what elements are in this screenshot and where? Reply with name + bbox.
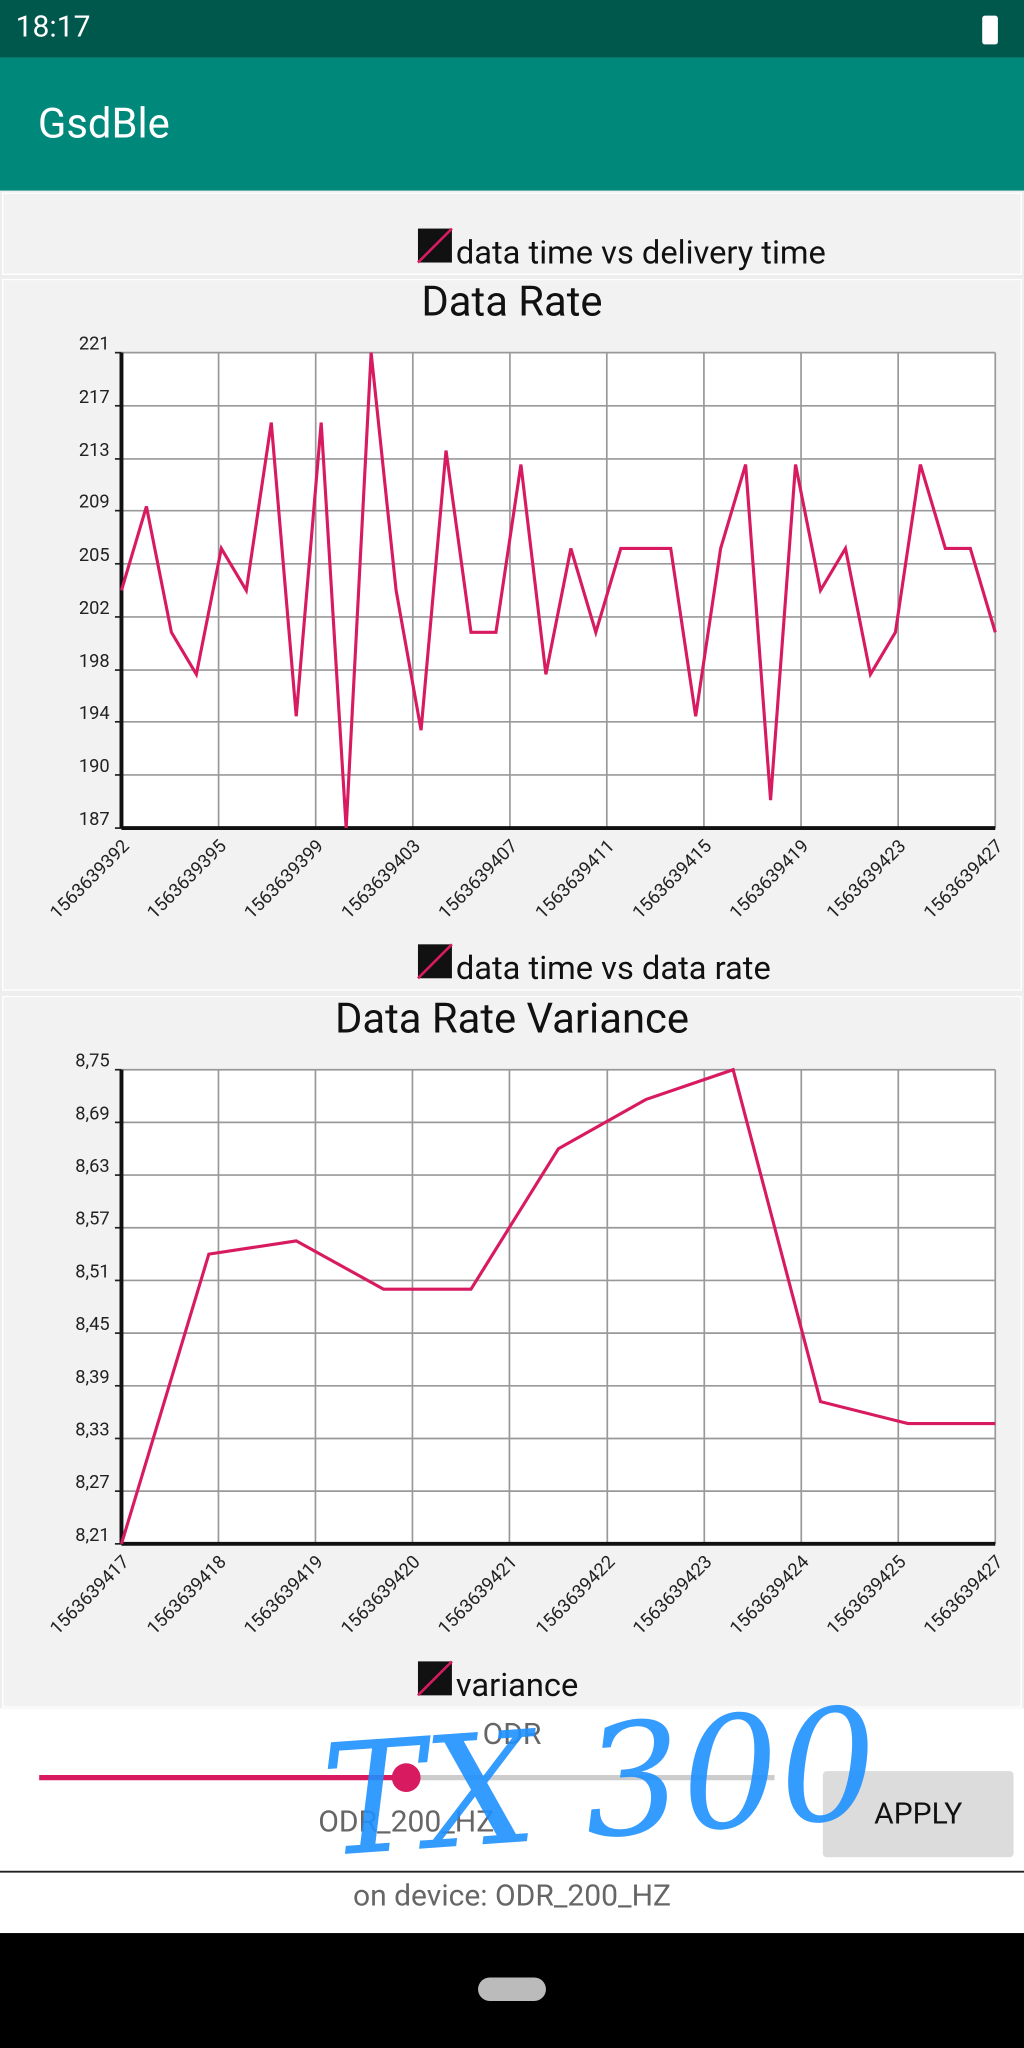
slider-label: ODR <box>483 1717 542 1752</box>
app-bar <box>0 57 1024 191</box>
apply-button-label: APPLY <box>874 1796 962 1831</box>
y-tick-label: 8,27 <box>75 1472 109 1493</box>
y-tick-label: 8,57 <box>75 1209 109 1230</box>
y-tick-label: 202 <box>79 598 110 619</box>
y-tick-label: 190 <box>79 756 110 777</box>
handwritten-note: TX 300 <box>317 1675 884 1892</box>
legend-stroke <box>417 1660 453 1697</box>
app-title: GsdBle <box>38 100 170 149</box>
y-tick-label: 8,33 <box>75 1419 109 1440</box>
y-tick-label: 8,51 <box>75 1261 109 1282</box>
y-tick-label: 8,21 <box>75 1525 109 1546</box>
y-tick-label: 213 <box>79 440 110 461</box>
y-tick-label: 217 <box>79 387 110 408</box>
y-tick-label: 221 <box>79 334 110 355</box>
battery-icon <box>982 15 998 45</box>
y-tick-label: 198 <box>79 651 110 672</box>
data-line <box>119 352 997 829</box>
slider-value: ODR_200_HZ <box>318 1804 494 1839</box>
y-tick-label: 205 <box>79 545 110 566</box>
plot-area <box>121 352 996 829</box>
y-tick-label: 8,69 <box>75 1103 109 1124</box>
legend-icon <box>417 227 453 264</box>
home-pill[interactable] <box>478 1977 546 2001</box>
legend-label: data time vs data rate <box>456 949 771 987</box>
slider-thumb[interactable] <box>391 1763 421 1792</box>
chart-title: Data Rate Variance <box>335 994 689 1043</box>
chart-card <box>1 192 1023 275</box>
legend-icon <box>417 1660 453 1697</box>
data-line <box>119 1067 996 1545</box>
legend-label: data time vs delivery time <box>456 233 826 271</box>
apply-button[interactable] <box>822 1771 1014 1858</box>
y-tick-label: 8,39 <box>75 1367 109 1388</box>
y-tick-label: 8,75 <box>75 1051 109 1072</box>
y-tick-label: 187 <box>79 809 110 830</box>
status-time: 18:17 <box>16 10 91 45</box>
chart-title: Data Rate <box>421 277 602 326</box>
legend-icon <box>417 943 453 980</box>
plot-area <box>121 1069 996 1544</box>
device-status: on device: ODR_200_HZ <box>353 1879 671 1914</box>
y-tick-label: 8,45 <box>75 1314 109 1335</box>
legend-stroke <box>417 943 453 980</box>
status-bar <box>0 0 1024 58</box>
y-tick-label: 209 <box>79 492 110 513</box>
y-tick-label: 194 <box>79 703 110 724</box>
legend-label: variance <box>456 1666 579 1704</box>
y-tick-label: 8,63 <box>75 1156 109 1177</box>
